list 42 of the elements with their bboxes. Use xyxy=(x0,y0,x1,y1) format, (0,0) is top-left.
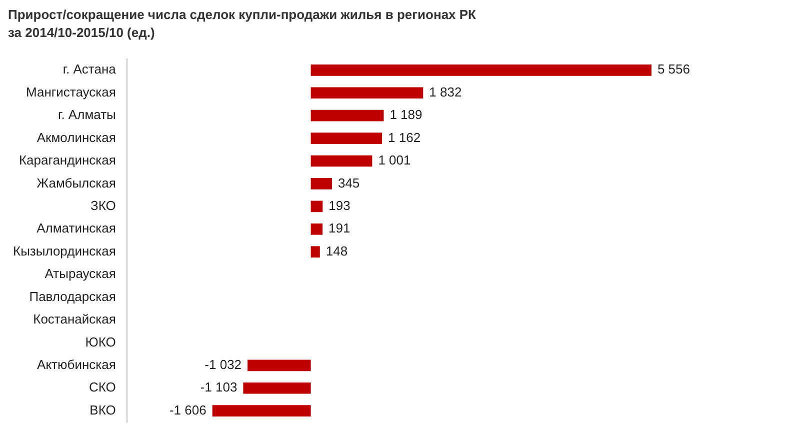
data-label: 1 001 xyxy=(378,152,411,168)
data-label: 1 162 xyxy=(388,130,421,145)
bar xyxy=(248,360,311,372)
text: за 2014/10-2015/10 (ед.) xyxy=(8,24,156,42)
chart-title: Прирост/сокращение числа сделок купли-продажи жилья в регионах РК xyxy=(8,6,476,24)
y-tick-label: СКО xyxy=(88,380,116,395)
data-label: 148 xyxy=(326,243,348,258)
y-tick-label: Мангистауская xyxy=(26,84,116,100)
y-tick-label: Атырауская xyxy=(44,266,116,282)
bar xyxy=(310,178,332,190)
y-tick-label: г. Астана xyxy=(62,62,117,77)
y-tick-label: Павлодарская xyxy=(29,288,116,304)
data-label: -1 103 xyxy=(200,380,238,395)
data-label: 1 189 xyxy=(390,107,422,122)
y-tick-label: ВКО xyxy=(90,402,116,418)
data-label: 345 xyxy=(338,175,360,190)
data-label: 191 xyxy=(328,220,350,236)
bar xyxy=(310,64,652,76)
y-tick-label: Жамбылская xyxy=(36,175,116,190)
data-label: -1 606 xyxy=(169,402,206,418)
bar xyxy=(243,382,311,394)
y-tick-label: ЗКО xyxy=(90,198,116,214)
bar xyxy=(310,110,384,122)
y-tick-label: Карагандинская xyxy=(18,152,116,168)
bar xyxy=(310,132,382,144)
data-label: 1 832 xyxy=(429,84,462,100)
y-tick-label: г. Алматы xyxy=(58,107,116,122)
data-label: 5 556 xyxy=(657,62,690,77)
y-tick-label: ЮКО xyxy=(85,334,116,350)
bar xyxy=(310,223,323,235)
y-tick-label: Актюбинская xyxy=(37,356,116,372)
y-tick-label: Костанайская xyxy=(33,312,116,327)
bar xyxy=(310,87,424,99)
bar xyxy=(310,246,320,258)
bar xyxy=(310,155,372,167)
bar xyxy=(212,405,311,417)
data-label: -1 032 xyxy=(204,356,242,372)
y-tick-label: Кызылординская xyxy=(12,243,116,258)
data-label: 193 xyxy=(328,198,350,214)
y-tick-label: Акмолинская xyxy=(36,130,116,145)
y-tick-label: Алматинская xyxy=(36,220,116,236)
bar xyxy=(310,200,323,212)
